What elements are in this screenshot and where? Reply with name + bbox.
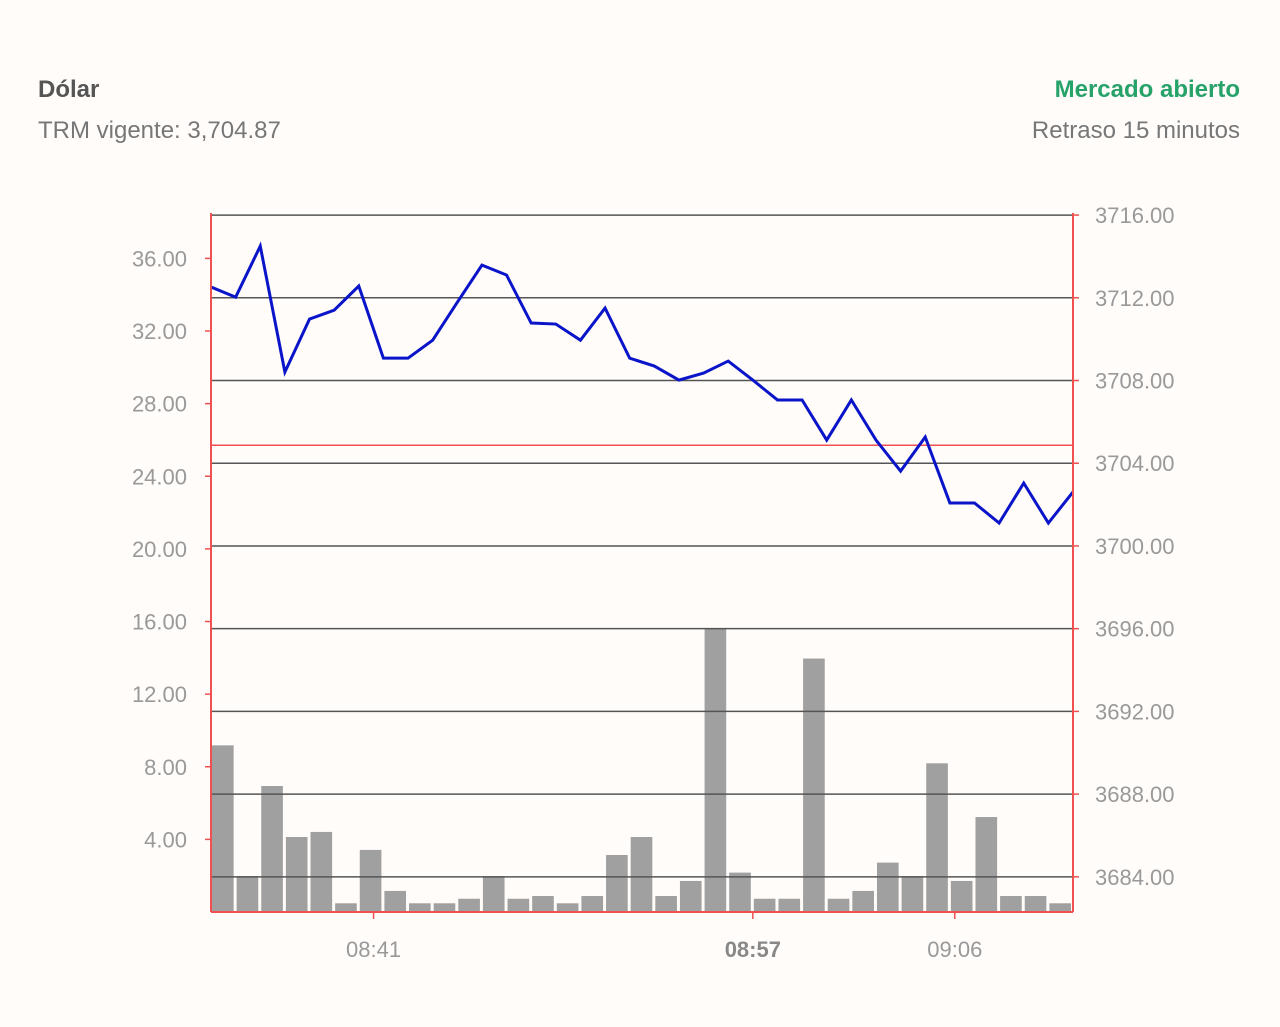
volume-bar [359,849,382,912]
right-axis-label: 3692.00 [1095,699,1175,724]
volume-bar [285,837,308,912]
volume-bar [901,876,924,912]
volume-bar [507,898,530,912]
volume-bar [975,817,998,912]
left-axis-label: 16.00 [132,610,187,635]
left-axis-label: 32.00 [132,319,187,344]
volume-bar [876,862,899,912]
right-axis-label: 3716.00 [1095,203,1175,228]
volume-bar [212,745,234,912]
right-axis-label: 3696.00 [1095,617,1175,642]
volume-bar [261,785,283,912]
volume-bar [532,896,554,912]
x-axis-label: 08:41 [346,937,401,962]
volume-bar [950,880,973,912]
right-axis-label: 3708.00 [1095,369,1175,394]
volume-bar [1024,896,1047,912]
right-axis-label: 3704.00 [1095,451,1175,476]
volume-bar [778,898,801,912]
delay-label: Retraso 15 minutos [1031,117,1240,144]
volume-bar [827,898,850,912]
volume-bar [803,658,825,912]
volume-bar [384,890,407,912]
x-axis-label: 09:06 [927,937,982,962]
volume-bar [679,880,702,912]
left-axis-label: 20.00 [132,537,187,562]
volume-bar [409,903,431,912]
volume-bar [852,890,874,912]
left-axis-label: 8.00 [144,755,187,780]
volume-bar [655,896,677,912]
chart-title: Dólar [38,76,100,103]
left-axis-label: 12.00 [132,682,187,707]
market-status: Mercado abierto [1054,76,1240,103]
volume-bar [458,898,480,912]
volume-bar [433,903,456,912]
volume-bar [753,898,776,912]
right-axis-label: 3712.00 [1095,286,1175,311]
x-axis-label: 08:57 [725,937,781,962]
right-axis-label: 3684.00 [1095,865,1175,890]
volume-bar [1000,896,1022,912]
volume-bar [606,854,628,912]
volume-bar [630,837,653,912]
left-axis-label: 36.00 [132,246,187,271]
volume-bar [482,876,505,912]
volume-bar [236,876,259,912]
right-axis-label: 3688.00 [1095,782,1175,807]
volume-bar [335,903,357,912]
right-axis-label: 3700.00 [1095,534,1175,559]
left-axis-label: 4.00 [144,827,187,852]
left-axis-label: 28.00 [132,392,187,417]
price-line [210,241,1075,526]
volume-bar [704,628,727,912]
trm-label: TRM vigente: 3,704.87 [38,117,281,144]
volume-bar [926,763,948,912]
volume-bar [729,872,751,912]
left-axis-label: 24.00 [132,464,187,489]
volume-bar [581,896,604,912]
volume-bar [310,831,333,912]
volume-bar [556,903,579,912]
volume-bar [1049,903,1071,912]
